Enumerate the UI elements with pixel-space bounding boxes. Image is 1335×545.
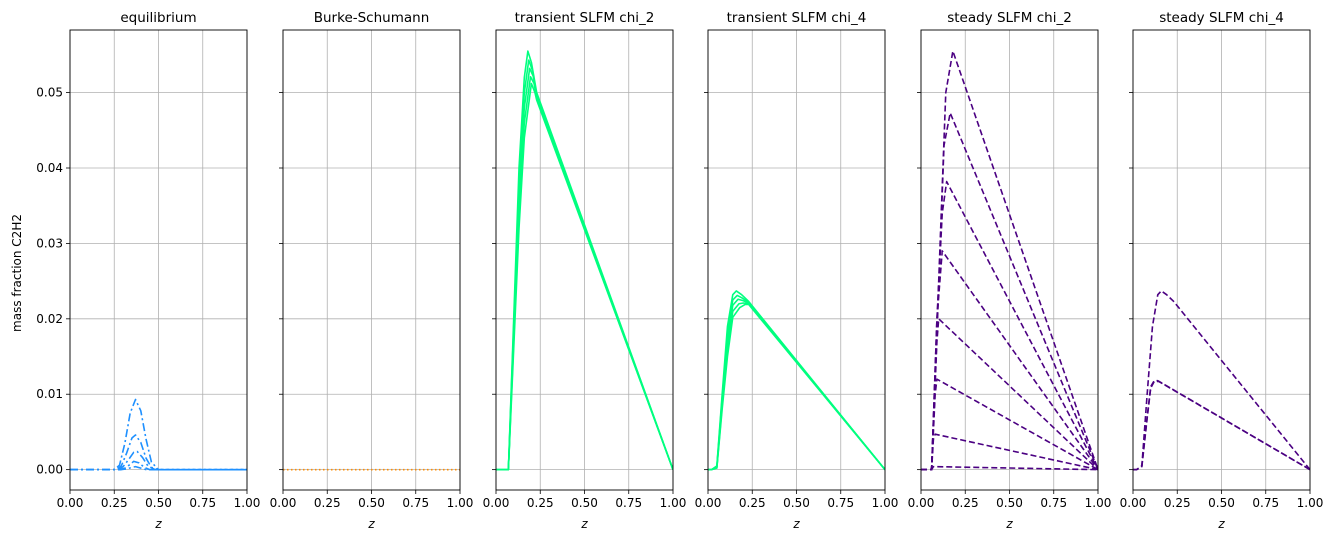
- y-tick-label: 0.03: [36, 236, 63, 250]
- x-tick-label: 0.75: [189, 496, 216, 510]
- x-tick-label: 1.00: [872, 496, 899, 510]
- x-tick-label: 1.00: [1085, 496, 1112, 510]
- x-tick-label: 0.50: [571, 496, 598, 510]
- series-line-5: [921, 318, 1098, 471]
- x-tick-label: 0.50: [145, 496, 172, 510]
- y-tick-label: 0.05: [36, 86, 63, 100]
- x-tick-label: 1.00: [234, 496, 261, 510]
- x-axis-label: z: [1217, 517, 1225, 531]
- series-line-3: [70, 450, 247, 471]
- x-tick-label: 0.25: [1164, 496, 1191, 510]
- series-line-3: [1133, 380, 1310, 471]
- x-tick-label: 0.00: [908, 496, 935, 510]
- series-line-5: [70, 465, 247, 471]
- chart-panel-4: 0.00 0.25 0.50 0.75 1.00 transient SLFM chi_4…: [695, 10, 899, 531]
- panel-title: steady SLFM chi_2: [947, 10, 1072, 26]
- panel-title: transient SLFM chi_2: [515, 10, 655, 26]
- x-tick-label: 1.00: [660, 496, 687, 510]
- series-line-1: [1133, 290, 1310, 471]
- y-tick-label: 0.04: [36, 161, 63, 175]
- x-axis-label: z: [154, 517, 162, 531]
- x-tick-label: 0.00: [695, 496, 722, 510]
- x-axis-label: z: [1005, 517, 1013, 531]
- x-tick-label: 0.25: [952, 496, 979, 510]
- chart-panel-2: 0.00 0.25 0.50 0.75 1.00 Burke-Schumann z: [270, 10, 474, 531]
- x-tick-label: 0.50: [783, 496, 810, 510]
- x-tick-label: 0.25: [101, 496, 128, 510]
- y-axis-label: mass fraction C2H2: [10, 214, 24, 332]
- series-line-6: [921, 378, 1098, 471]
- panel-title: Burke-Schumann: [314, 10, 430, 26]
- chart-panel-1: 0.00 0.25 0.50 0.75 1.00 0.00 0.01 0.02 0.03 0.04…: [36, 10, 260, 531]
- x-tick-label: 0.50: [358, 496, 385, 510]
- x-tick-label: 0.75: [615, 496, 642, 510]
- panel-title: equilibrium: [120, 10, 196, 26]
- chart-panel-3: 0.00 0.25 0.50 0.75 1.00 transient SLFM chi_2…: [483, 10, 687, 531]
- chart-panel-6: 0.00 0.25 0.50 0.75 1.00 steady SLFM chi_4z: [1120, 10, 1324, 531]
- x-tick-label: 0.00: [483, 496, 510, 510]
- x-tick-label: 0.50: [1208, 496, 1235, 510]
- x-axis-label: z: [367, 517, 375, 531]
- y-tick-label: 0.01: [36, 387, 63, 401]
- series-line-8: [921, 465, 1098, 471]
- series-line-5: [496, 82, 673, 471]
- series-line-2: [70, 434, 247, 471]
- series-line-4: [921, 250, 1098, 471]
- series-line-1: [70, 398, 247, 471]
- x-tick-label: 0.00: [1120, 496, 1147, 510]
- series-line-7: [921, 433, 1098, 471]
- x-axis-label: z: [792, 517, 800, 531]
- x-tick-label: 0.75: [1252, 496, 1279, 510]
- chart-panel-5: 0.00 0.25 0.50 0.75 1.00 steady SLFM chi_2z: [908, 10, 1112, 531]
- x-tick-label: 0.00: [270, 496, 297, 510]
- x-tick-label: 0.50: [996, 496, 1023, 510]
- x-tick-label: 0.75: [402, 496, 429, 510]
- x-tick-label: 0.00: [57, 496, 84, 510]
- panel-title: transient SLFM chi_4: [727, 10, 867, 26]
- x-tick-label: 1.00: [447, 496, 474, 510]
- panels: 0.00 0.25 0.50 0.75 1.00 0.00 0.01 0.02 0.03 0.04…: [36, 10, 1323, 531]
- x-tick-label: 0.25: [527, 496, 554, 510]
- x-tick-label: 0.25: [314, 496, 341, 510]
- series-line-3: [921, 180, 1098, 471]
- series-line-5: [708, 303, 885, 471]
- x-tick-label: 0.75: [1040, 496, 1067, 510]
- x-axis-label: z: [580, 517, 588, 531]
- y-tick-label: 0.02: [36, 312, 63, 326]
- panel-title: steady SLFM chi_4: [1159, 10, 1284, 26]
- x-tick-label: 0.75: [827, 496, 854, 510]
- y-tick-label: 0.00: [36, 463, 63, 477]
- x-tick-label: 0.25: [739, 496, 766, 510]
- x-tick-label: 1.00: [1297, 496, 1324, 510]
